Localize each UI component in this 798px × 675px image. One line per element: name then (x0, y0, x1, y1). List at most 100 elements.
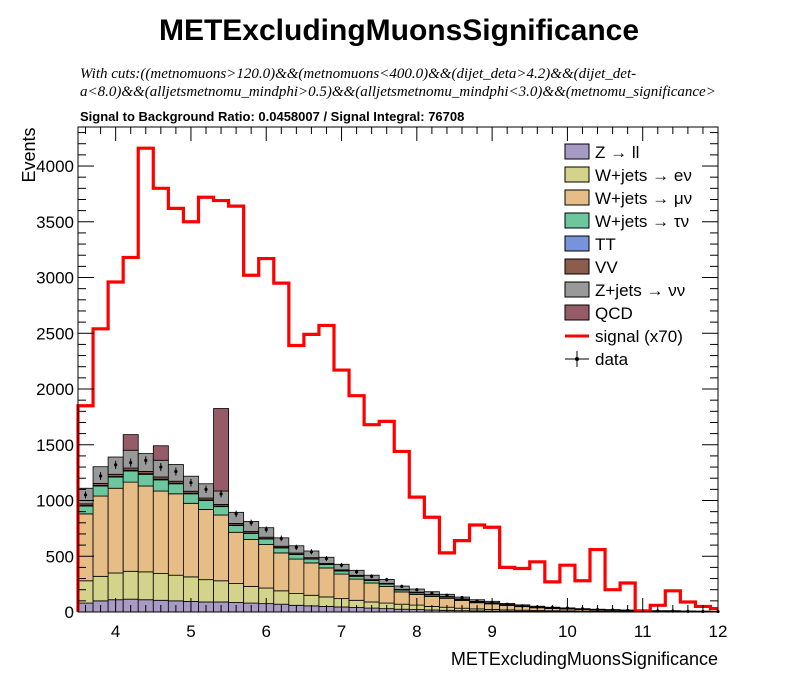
data-point-21 (400, 584, 404, 588)
legend-swatch-1 (564, 166, 590, 183)
x-tick-label-5: 9 (487, 622, 496, 641)
bar-2-18 (348, 578, 365, 601)
data-point-1 (98, 474, 103, 478)
bar-3-16 (318, 564, 335, 569)
data-point-24 (445, 593, 449, 597)
bar-1-14 (288, 593, 305, 606)
x-axis-label: METExcludingMuonsSignificance (451, 649, 718, 669)
y-tick-label-8: 4000 (36, 157, 74, 176)
axis-layer: 4 5 6 7 8 9 10 11 12 0 500 1000 1500 2000 2500 3000 3500… (36, 127, 727, 641)
bar-1-5 (152, 573, 169, 601)
chart-title: METExcludingMuonsSignificance (159, 14, 639, 47)
bar-1-7 (183, 576, 199, 602)
bar-1-4 (137, 571, 154, 601)
data-point-15 (309, 550, 314, 554)
bar-3-15 (303, 558, 320, 564)
bar-3-17 (333, 570, 350, 575)
data-point-23 (430, 591, 434, 595)
bar-1-13 (273, 590, 290, 605)
legend-label-0: Z → ll (595, 143, 639, 162)
bar-2-17 (333, 573, 350, 600)
plot-frame (77, 126, 719, 613)
bar-3-5 (152, 479, 169, 492)
data-point-12 (264, 527, 268, 532)
bar-2-19 (363, 582, 380, 603)
bar-2-15 (303, 562, 320, 596)
bar-3-3 (122, 470, 139, 483)
data-point-17 (339, 563, 344, 567)
bar-2-7 (183, 502, 199, 578)
bar-3-18 (348, 575, 365, 580)
x-tick-label-1: 5 (186, 622, 195, 641)
bar-2-5 (152, 490, 169, 574)
legend-label-3: W+jets → τν (595, 212, 689, 231)
bar-3-13 (273, 547, 290, 554)
data-point-26 (475, 599, 479, 603)
legend-label-5: VV (595, 258, 618, 277)
data-point-2 (114, 463, 118, 467)
data-point-18 (354, 570, 359, 574)
ratio-text: Signal to Background Ratio: 0.0458007 / … (80, 109, 464, 124)
legend-label-7: QCD (595, 304, 633, 323)
data-point-4 (144, 458, 148, 462)
x-tick-label-7: 11 (634, 622, 652, 641)
legend-label-6: Z+jets → νν (595, 281, 685, 300)
legend-swatch-7 (564, 304, 590, 321)
cuts-line-2: a<8.0)&&(alljetsmetnomu_mindphi>0.5)&&(a… (80, 84, 716, 100)
bar-3-1 (92, 485, 109, 497)
legend-swatch-marker (575, 357, 579, 361)
cuts-line-1: With cuts:((metnomuons>120.0)&&(metnomuo… (80, 66, 636, 82)
bar-1-15 (303, 594, 320, 607)
bar-2-0 (77, 513, 94, 582)
y-tick-label-2: 1000 (36, 492, 74, 511)
legend-swatch-0 (564, 143, 590, 160)
legend-swatch-5 (564, 258, 590, 275)
legend-label-9: data (595, 350, 629, 369)
bar-1-10 (228, 583, 245, 603)
y-tick-label-6: 3000 (36, 269, 74, 288)
data-point-8 (204, 487, 208, 491)
bar-3-2 (107, 476, 124, 489)
bar-7-5 (152, 445, 169, 461)
bar-2-12 (258, 544, 275, 589)
data-point-20 (385, 578, 389, 582)
data-point-13 (279, 536, 283, 541)
bar-7-3 (122, 434, 139, 451)
y-tick-label-4: 2000 (36, 380, 74, 399)
y-axis-label: Events (19, 127, 39, 182)
bar-3-11 (243, 532, 260, 540)
data-point-0 (83, 493, 88, 497)
bar-1-3 (122, 570, 139, 600)
bar-2-3 (122, 481, 139, 572)
data-point-16 (324, 556, 329, 561)
bar-2-21 (393, 591, 410, 605)
bar-2-4 (137, 485, 154, 573)
bar-1-0 (77, 580, 94, 604)
bar-3-6 (167, 483, 184, 495)
bar-2-1 (92, 495, 109, 577)
y-tick-label-1: 500 (46, 547, 74, 566)
data-point-14 (294, 545, 298, 549)
bar-1-9 (213, 580, 229, 603)
legend-label-8: signal (x70) (595, 327, 683, 346)
bar-3-4 (137, 473, 154, 487)
legend-label-2: W+jets → μν (595, 189, 692, 208)
data-point-6 (174, 469, 178, 474)
data-point-25 (460, 595, 464, 600)
legend-swatch-2 (564, 189, 590, 206)
x-tick-label-3: 7 (337, 622, 346, 641)
bar-3-10 (228, 525, 245, 533)
bar-1-6 (167, 574, 184, 602)
y-tick-label-0: 0 (65, 603, 74, 622)
bar-3-14 (288, 554, 305, 560)
x-tick-label-4: 8 (412, 622, 421, 641)
data-point-5 (159, 465, 163, 469)
signal-layer (76, 146, 718, 613)
data-point-28 (505, 602, 509, 606)
bar-2-2 (107, 487, 124, 574)
bar-2-20 (378, 585, 395, 604)
legend-label-4: TT (595, 235, 616, 254)
data-point-9 (219, 492, 223, 496)
bar-1-11 (243, 585, 260, 604)
